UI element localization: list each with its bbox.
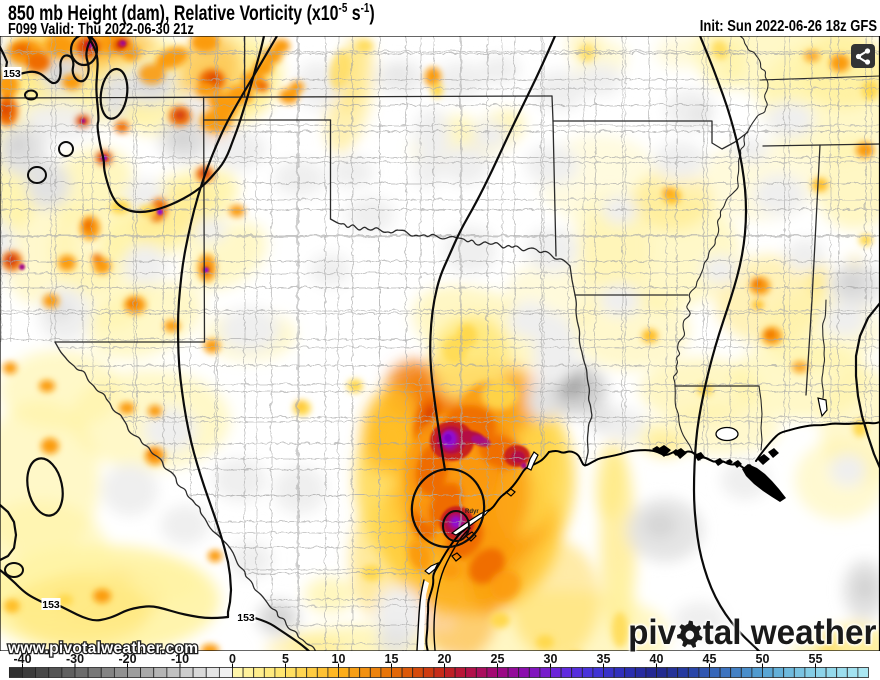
svg-text:153: 153 xyxy=(237,612,255,624)
svg-text:55: 55 xyxy=(809,652,823,666)
svg-text:5: 5 xyxy=(282,652,289,666)
svg-text:50: 50 xyxy=(756,652,770,666)
svg-text:15: 15 xyxy=(385,652,399,666)
svg-text:35: 35 xyxy=(597,652,611,666)
svg-text:Rdyr: Rdyr xyxy=(465,509,479,515)
svg-text:www.pivotalweather.com: www.pivotalweather.com xyxy=(7,640,198,657)
svg-text:0: 0 xyxy=(229,652,236,666)
svg-text:25: 25 xyxy=(491,652,505,666)
svg-text:40: 40 xyxy=(650,652,664,666)
svg-text:153: 153 xyxy=(42,599,60,611)
svg-text:30: 30 xyxy=(544,652,558,666)
svg-text:20: 20 xyxy=(438,652,452,666)
svg-text:-30: -30 xyxy=(66,652,84,666)
svg-text:-10: -10 xyxy=(171,652,189,666)
svg-text:45: 45 xyxy=(703,652,717,666)
svg-text:10: 10 xyxy=(332,652,346,666)
svg-text:-20: -20 xyxy=(118,652,136,666)
svg-text:153: 153 xyxy=(3,68,21,80)
svg-text:-40: -40 xyxy=(13,652,31,666)
